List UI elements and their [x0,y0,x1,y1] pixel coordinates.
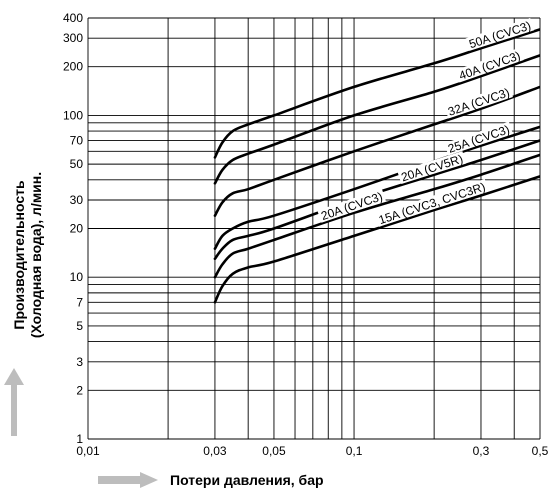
y-tick-label: 50 [70,157,84,171]
y-tick-label: 5 [76,319,83,333]
y-axis-title-line-1: Производительность [11,180,27,330]
series-lines [213,28,540,304]
y-tick-label: 100 [63,108,83,122]
series-line [213,139,540,261]
x-axis-arrow-icon [98,472,158,488]
x-tick-label: 0,1 [346,444,363,458]
series-label-background [444,121,513,156]
series-line [213,85,540,217]
series-line [213,153,540,279]
series-label-group: 15A (CVC3, CVC3R) [374,179,489,227]
y-tick-label: 200 [63,60,83,74]
series-label-background [465,17,535,51]
x-tick-label: 0,3 [473,444,490,458]
y-tick-label: 1 [76,432,83,446]
y-tick-label: 7 [76,295,83,309]
x-tick-label: 0,05 [262,444,286,458]
series-line [213,28,540,159]
x-tick-label: 0,5 [532,444,549,458]
series-label-background [374,179,489,227]
y-tick-label: 3 [76,355,83,369]
y-tick-label: 10 [70,270,84,284]
series-label-background [455,47,524,83]
grid [87,17,541,440]
y-tick-label: 20 [70,222,84,236]
y-tick-label: 30 [70,193,84,207]
series-label-background [444,84,513,119]
series-line [213,54,540,185]
series-line [213,125,540,251]
y-tick-label: 400 [63,11,83,25]
y-tick-label: 70 [70,133,84,147]
x-tick-label: 0,03 [203,444,227,458]
series-label-background [397,151,467,185]
series-label-background [317,188,386,223]
series-label: 50A (CVC3) [467,18,532,51]
y-tick-label: 2 [76,383,83,397]
y-tick-label: 300 [63,31,83,45]
series-line [213,175,540,304]
y-axis-title-line-2: (Холодная вода), л/мин. [28,172,44,338]
tick-labels: 0,01 0,03 0,05 0,1 0,3 0,5 1 2 3 5 7 10 20 30 50 70 100 2… [63,11,549,458]
x-axis-title: Потери давления, бар [170,472,324,488]
y-axis-arrow-icon [4,368,24,436]
x-tick-label: 0,01 [76,444,100,458]
